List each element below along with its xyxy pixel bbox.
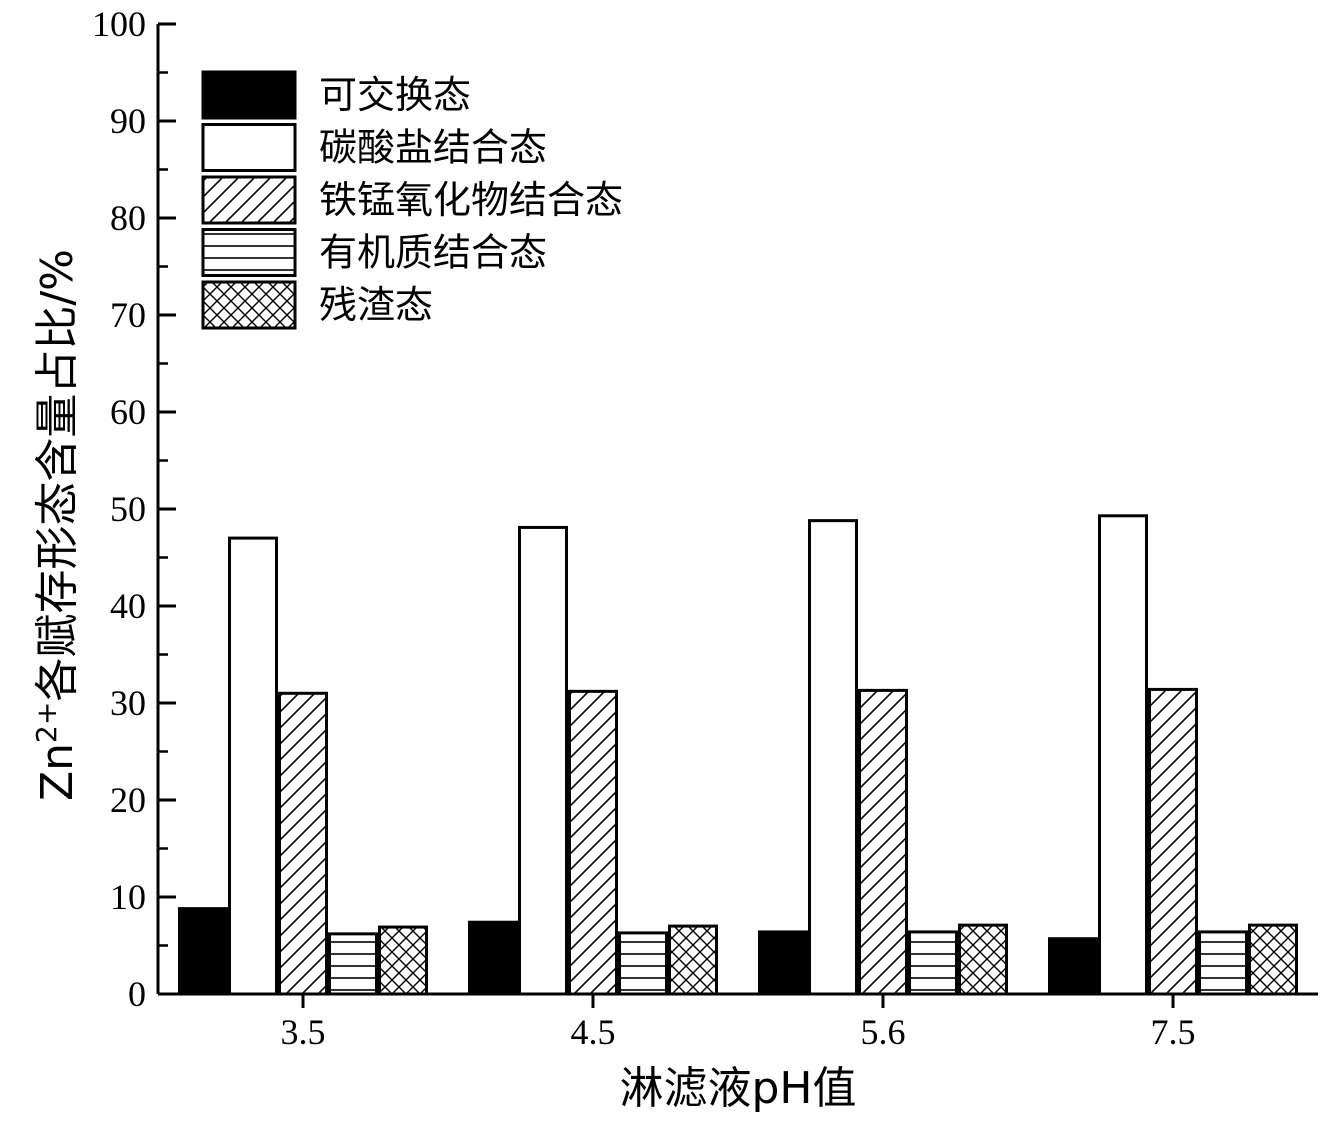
bar [908,930,958,996]
y-tick-label: 40 [110,586,146,626]
y-tick-label: 100 [92,4,146,44]
bar [618,931,668,996]
legend-swatch [201,175,297,225]
bar [1148,687,1198,996]
y-axis-title-superscript: 2+ [30,702,63,743]
y-tick-label: 70 [110,295,146,335]
bar [668,924,718,996]
legend-label: 铁锰氧化物结合态 [319,178,623,222]
legend-swatch [201,228,297,277]
x-tick-label: 5.6 [861,1012,906,1052]
y-tick-label: 90 [110,101,146,141]
legend-label: 碳酸盐结合态 [319,126,547,170]
bar [178,907,228,996]
x-axis: 3.5 4.5 5.6 7.5 [158,992,1318,1052]
x-tick-label: 7.5 [1151,1012,1196,1052]
legend-swatch [201,280,297,330]
bar [568,689,618,996]
legend-label: 可交换态 [319,73,471,117]
y-tick-label: 60 [110,392,146,432]
legend-label: 残渣态 [319,283,433,327]
x-tick-label: 3.5 [281,1012,326,1052]
bar [378,925,428,996]
bar [1048,937,1098,996]
y-tick-label: 30 [110,683,146,723]
bar [858,688,908,996]
bar [1248,923,1298,996]
bar [958,923,1008,996]
y-tick-label: 0 [128,974,146,1014]
y-axis-title-suffix: 各赋存形态含量占比/% [32,249,83,702]
y-tick-label: 50 [110,489,146,529]
legend-swatch [201,123,297,172]
y-axis-title-prefix: Zn [32,743,83,801]
bar [518,525,568,996]
y-axis-title: Zn2+各赋存形态含量占比/% [30,249,83,801]
bar [278,691,328,996]
y-axis: 0 10 20 30 40 50 60 70 80 90 100 [92,4,176,1014]
bar [1198,930,1248,996]
legend-label: 有机质结合态 [319,231,547,275]
y-tick-label: 20 [110,780,146,820]
bar [228,536,278,996]
x-tick-label: 4.5 [571,1012,616,1052]
bar [808,519,858,996]
y-tick-label: 80 [110,198,146,238]
plot-area [178,514,1298,996]
bar [758,930,808,996]
bar [328,932,378,996]
bar [468,920,518,996]
legend-swatch [201,70,297,120]
x-axis-title: 淋滤液pH值 [619,1063,856,1114]
bar [1098,514,1148,996]
y-tick-label: 10 [110,877,146,917]
